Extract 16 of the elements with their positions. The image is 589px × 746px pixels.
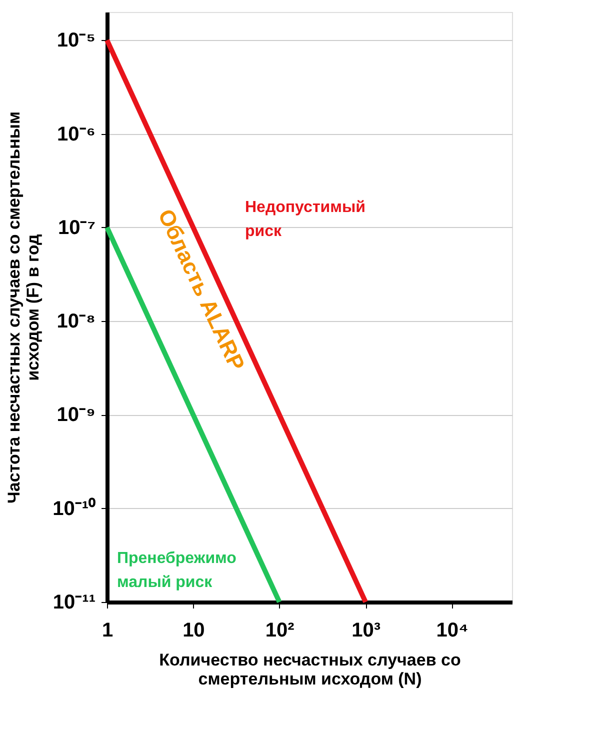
x-tick-label: 10³ xyxy=(352,620,381,642)
x-tick-label: 10² xyxy=(265,620,295,642)
annotation: Пренебрежимо малый риск xyxy=(117,550,237,591)
y-tick-label: 10⁻⁵ xyxy=(56,30,96,52)
y-tick-label: 10⁻⁷ xyxy=(58,216,96,239)
x-axis-title: Количество несчастных случаев со смертельным исходом (N) xyxy=(159,650,461,688)
y-tick-label: 10⁻⁸ xyxy=(56,310,96,333)
x-tick-label: 10 xyxy=(182,620,205,642)
y-tick-label: 10⁻⁶ xyxy=(57,123,96,146)
y-tick-label: 10⁻¹⁰ xyxy=(52,496,96,520)
y-tick-label: 10⁻¹¹ xyxy=(52,592,96,614)
annotation: Недопустимый риск xyxy=(245,199,366,240)
y-axis-title: Частота несчастных случаев со смертельным исходом (F) в год xyxy=(4,111,43,504)
x-tick-label: 10⁴ xyxy=(436,620,468,642)
x-tick-label: 1 xyxy=(102,620,114,642)
y-tick-label: 10⁻⁹ xyxy=(56,404,96,426)
